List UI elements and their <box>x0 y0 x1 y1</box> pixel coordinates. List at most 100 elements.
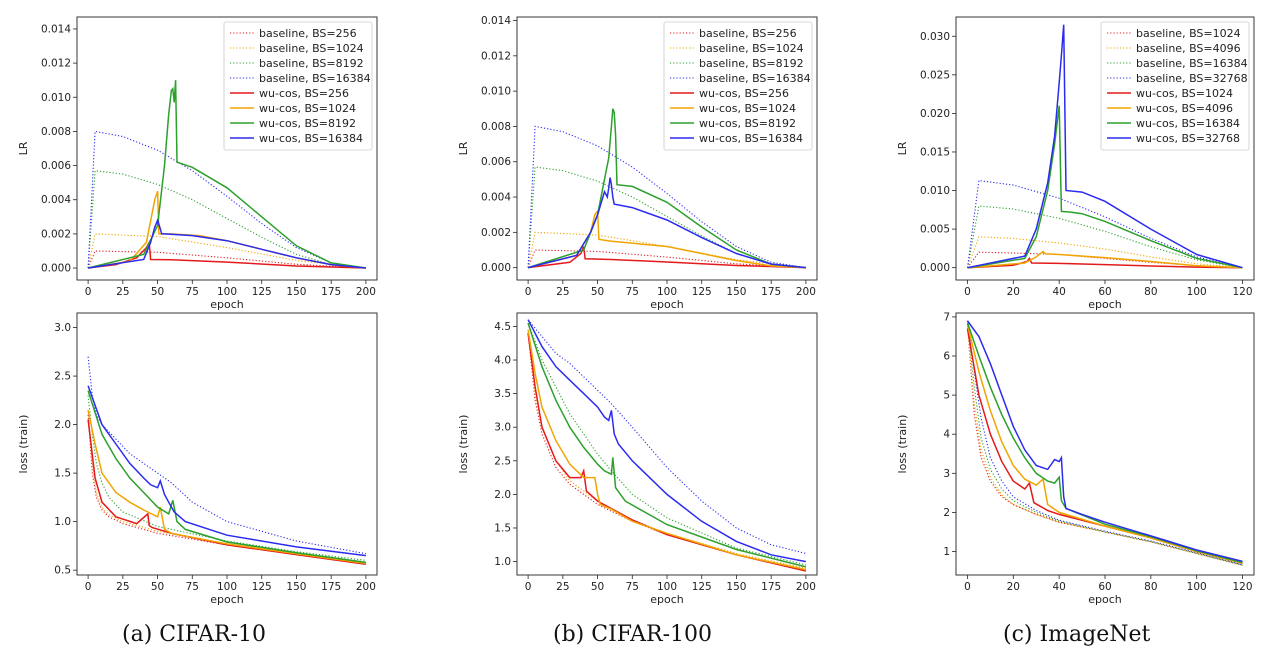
x-tick-label: 60 <box>1098 286 1111 298</box>
chart-imagenet-lr: 0 20 40 60 80 100 120 0.000 0.005 0.010 0.015 0.020… <box>896 16 1255 311</box>
caption-cifar100: (b) CIFAR-100 <box>553 622 712 647</box>
y-tick-label: 0.000 <box>920 262 950 274</box>
x-tick-label: 25 <box>116 286 129 298</box>
x-tick-label: 0 <box>85 581 92 593</box>
series-line-baseline-bs-256 <box>87 414 366 564</box>
series-line-wu-cos-bs-16384 <box>87 217 366 269</box>
legend-entry: wu-cos, BS=1024 <box>1136 87 1233 100</box>
x-tick-label: 50 <box>151 286 164 298</box>
legend-entry: wu-cos, BS=1024 <box>699 102 796 115</box>
x-axis-label: epoch <box>1088 298 1122 311</box>
x-tick-label: 25 <box>116 581 129 593</box>
y-tick-label: 3 <box>943 468 950 480</box>
legend-entry: wu-cos, BS=1024 <box>259 102 356 115</box>
x-tick-label: 75 <box>186 286 199 298</box>
x-tick-label: 100 <box>657 581 677 593</box>
y-tick-label: 0.004 <box>481 192 511 204</box>
legend-entry: baseline, BS=4096 <box>1136 42 1241 55</box>
y-tick-label: 1.0 <box>54 516 71 528</box>
y-tick-label: 0.002 <box>481 227 511 239</box>
y-tick-label: 5 <box>943 390 950 402</box>
y-tick-label: 1.5 <box>494 522 511 534</box>
series-line-wu-cos-bs-32768 <box>966 320 1243 563</box>
series-line-baseline-bs-256 <box>527 333 807 571</box>
chart-cifar10-lr: 0 25 50 75 100 125 150 175 200 0.000 0.002 0.004 0.0… <box>17 16 378 311</box>
y-tick-label: 0.006 <box>481 156 511 168</box>
y-axis-label: loss (train) <box>896 415 909 474</box>
x-tick-label: 125 <box>692 581 712 593</box>
x-tick-label: 200 <box>356 286 376 298</box>
y-tick-label: 0.002 <box>41 228 71 240</box>
series-line-wu-cos-bs-32768 <box>967 24 1243 269</box>
series-line-baseline-bs-8192 <box>87 170 366 269</box>
series-line-baseline-bs-1024 <box>87 233 366 269</box>
x-tick-label: 100 <box>657 286 677 298</box>
x-tick-label: 0 <box>964 286 971 298</box>
x-tick-label: 75 <box>626 286 639 298</box>
series-line-baseline-bs-1024 <box>527 231 806 269</box>
x-tick-label: 120 <box>1233 581 1253 593</box>
series-group <box>966 24 1243 269</box>
x-tick-label: 100 <box>1187 581 1207 593</box>
y-tick-label: 0.010 <box>481 86 511 98</box>
x-tick-label: 20 <box>1007 286 1020 298</box>
y-tick-label: 0.5 <box>54 565 71 577</box>
series-line-baseline-bs-16384 <box>966 322 1243 566</box>
legend-entry: baseline, BS=256 <box>699 27 797 40</box>
x-tick-label: 0 <box>525 581 532 593</box>
legend-entry: baseline, BS=1024 <box>259 42 364 55</box>
x-tick-label: 25 <box>556 286 569 298</box>
y-axis-label: loss (train) <box>457 415 470 474</box>
series-group <box>87 356 367 566</box>
x-tick-label: 150 <box>726 581 746 593</box>
y-tick-label: 0.006 <box>41 160 71 172</box>
series-line-baseline-bs-32768 <box>966 179 1243 269</box>
series-line-wu-cos-bs-8192 <box>527 108 806 269</box>
legend: baseline, BS=1024 baseline, BS=4096 baseli… <box>1100 21 1250 151</box>
chart-imagenet-loss: 0 20 40 60 80 100 120 1 2 3 4 5 6 7 epoch loss (train) <box>896 311 1255 606</box>
series-line-baseline-bs-16384 <box>527 125 806 269</box>
y-axis-label: LR <box>457 141 470 155</box>
y-tick-label: 3.5 <box>494 388 511 400</box>
series-line-baseline-bs-1024 <box>966 324 1243 566</box>
legend-entry: baseline, BS=8192 <box>259 57 364 70</box>
y-tick-label: 0.005 <box>920 224 950 236</box>
x-tick-label: 100 <box>217 286 237 298</box>
y-axis-label: LR <box>896 141 909 155</box>
series-line-baseline-bs-8192 <box>527 322 807 566</box>
x-tick-label: 80 <box>1144 286 1157 298</box>
legend-entry: baseline, BS=16384 <box>1136 57 1248 70</box>
x-tick-label: 200 <box>796 581 816 593</box>
series-line-wu-cos-bs-1024 <box>87 190 366 269</box>
x-tick-label: 80 <box>1144 581 1157 593</box>
series-line-wu-cos-bs-256 <box>528 246 806 269</box>
y-tick-label: 0.012 <box>481 50 511 62</box>
legend-entry: baseline, BS=8192 <box>699 57 804 70</box>
y-axis-label: LR <box>17 141 30 155</box>
legend-entry: wu-cos, BS=16384 <box>259 132 363 145</box>
y-tick-label: 0.014 <box>481 15 511 27</box>
plot-frame <box>955 312 1255 576</box>
x-axis-label: epoch <box>1088 593 1122 606</box>
series-line-wu-cos-bs-8192 <box>87 390 367 564</box>
legend: baseline, BS=256 baseline, BS=1024 baselin… <box>223 21 373 151</box>
y-tick-label: 0.000 <box>481 262 511 274</box>
y-tick-label: 2 <box>943 507 950 519</box>
y-tick-label: 0.000 <box>41 263 71 275</box>
legend-entry: wu-cos, BS=32768 <box>1136 132 1240 145</box>
x-tick-label: 125 <box>252 581 272 593</box>
y-tick-label: 4.5 <box>494 321 511 333</box>
series-line-baseline-bs-4096 <box>966 324 1243 566</box>
series-line-wu-cos-bs-16384 <box>527 177 806 269</box>
series-line-wu-cos-bs-16384 <box>967 105 1243 269</box>
y-tick-label: 2.5 <box>494 455 511 467</box>
legend-entry: wu-cos, BS=8192 <box>259 117 356 130</box>
x-tick-label: 150 <box>726 286 746 298</box>
x-tick-label: 40 <box>1052 286 1065 298</box>
y-tick-label: 3.0 <box>494 422 511 434</box>
legend-entry: baseline, BS=16384 <box>259 72 371 85</box>
y-tick-label: 7 <box>943 311 950 323</box>
y-tick-label: 0.010 <box>920 185 950 197</box>
series-group <box>87 80 367 269</box>
